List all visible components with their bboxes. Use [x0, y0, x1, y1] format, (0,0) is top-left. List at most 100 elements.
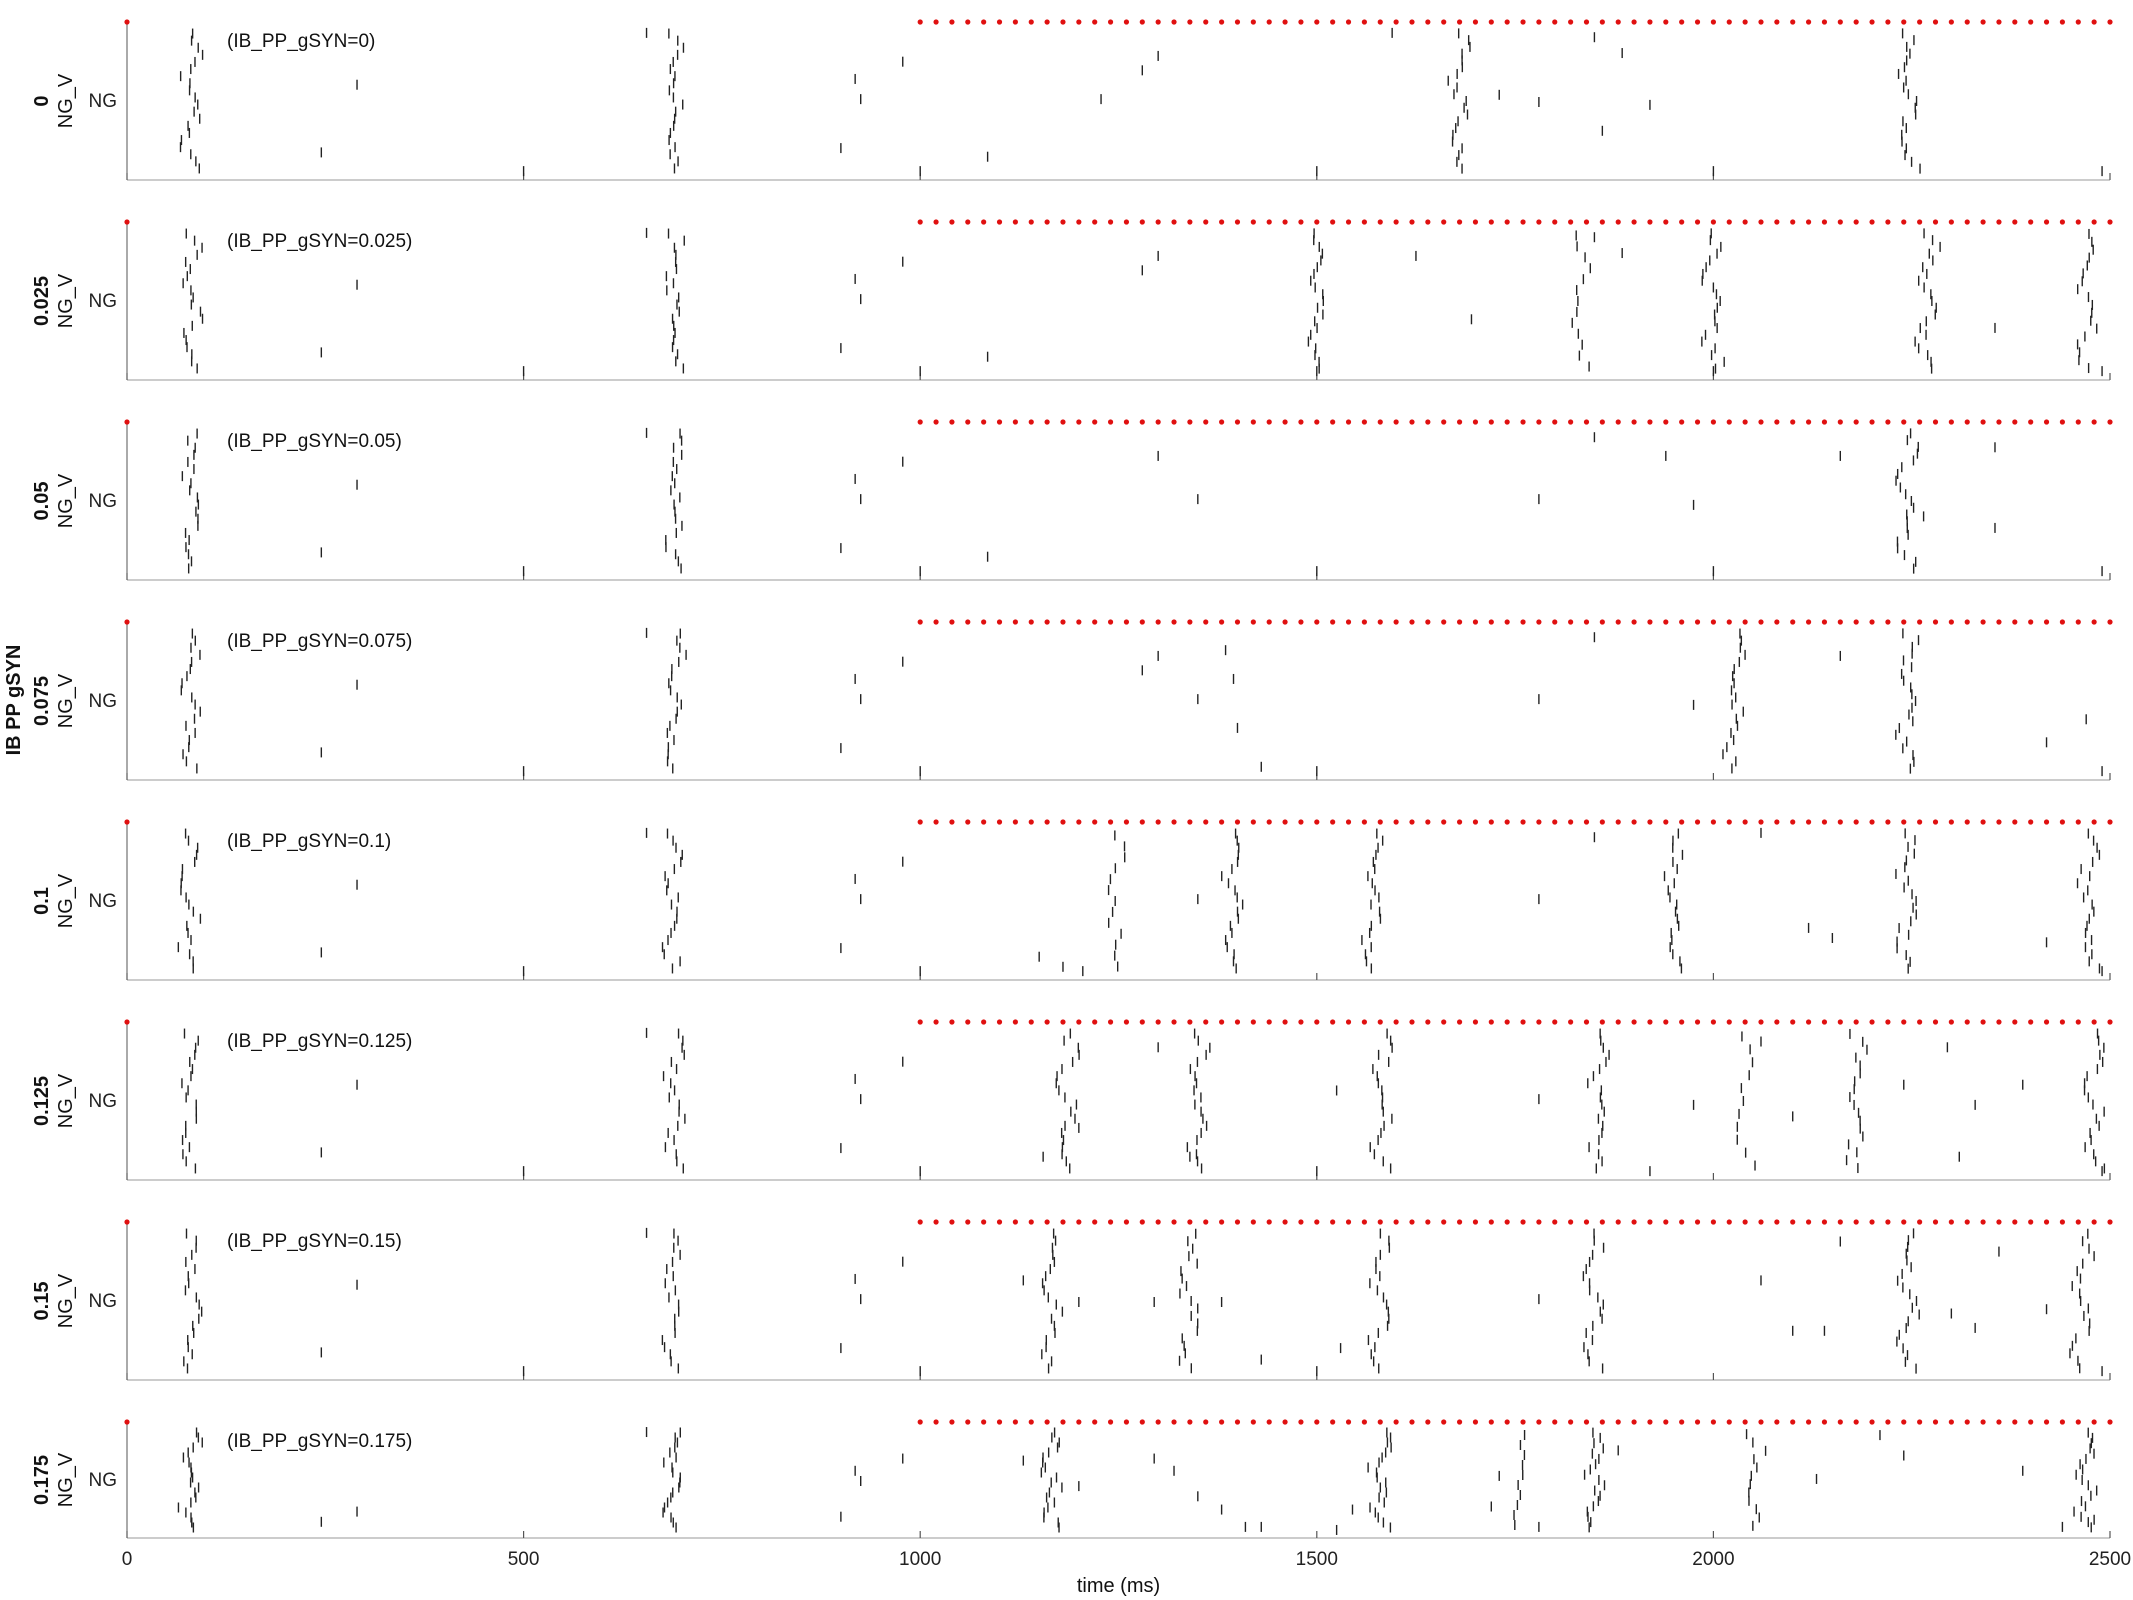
red-marker [2075, 219, 2081, 225]
red-marker [1488, 1019, 1494, 1025]
red-marker [1345, 1219, 1352, 1225]
red-marker [1536, 819, 1542, 825]
red-marker [1520, 619, 1526, 625]
red-marker [996, 1419, 1003, 1425]
red-marker [1266, 419, 1272, 425]
panel-value-label: 0 [31, 95, 53, 106]
red-marker [1552, 1419, 1558, 1425]
red-marker [1631, 1219, 1637, 1225]
red-marker [1092, 219, 1098, 225]
red-marker [1901, 19, 1907, 25]
red-marker [1330, 19, 1336, 25]
red-marker [1552, 1019, 1558, 1025]
red-marker [933, 19, 939, 25]
red-marker [1266, 219, 1272, 225]
x-tick-label: 2000 [1692, 1549, 1734, 1570]
red-marker [1663, 1419, 1669, 1425]
red-marker [1282, 19, 1288, 25]
red-marker [1187, 19, 1193, 25]
red-marker [996, 419, 1003, 425]
red-marker [1076, 1019, 1082, 1025]
red-marker [1552, 619, 1558, 625]
panel-annotation: (IB_PP_gSYN=0) [227, 31, 375, 52]
red-marker [1187, 1219, 1193, 1225]
red-marker [1964, 1019, 1970, 1025]
red-marker [1615, 1019, 1621, 1025]
red-marker [1441, 19, 1447, 25]
x-tick-label: 1500 [1296, 1549, 1338, 1570]
red-marker [1694, 819, 1701, 825]
red-marker [1298, 419, 1304, 425]
red-marker [1726, 619, 1732, 625]
panel-value-label: 0.075 [31, 676, 53, 726]
red-marker [1726, 1419, 1732, 1425]
red-marker [1441, 1219, 1447, 1225]
red-marker [949, 1219, 955, 1225]
red-marker [1996, 1019, 2002, 1025]
red-marker [1425, 19, 1431, 25]
red-marker [1012, 819, 1018, 825]
raster-panel: NG 0 NG_V (IB_PP_gSYN=0) [31, 19, 2113, 181]
red-marker [1171, 819, 1177, 825]
red-marker [1821, 819, 1828, 825]
red-marker [1044, 1019, 1050, 1025]
red-marker [1044, 1219, 1050, 1225]
red-marker [1694, 1419, 1701, 1425]
red-marker [1361, 819, 1367, 825]
red-marker [1679, 219, 1685, 225]
red-marker [1107, 819, 1114, 825]
red-marker [1330, 619, 1336, 625]
red-marker [1679, 1219, 1685, 1225]
red-marker [1853, 19, 1859, 25]
x-tick-label: 500 [508, 1549, 540, 1570]
raster-panel: NG 0.075 NG_V (IB_PP_gSYN=0.075) [31, 619, 2113, 781]
red-marker [917, 1419, 923, 1425]
raster-panel: NG 0.025 NG_V (IB_PP_gSYN=0.025) [31, 219, 2113, 381]
red-marker [1694, 219, 1701, 225]
red-marker [1441, 419, 1447, 425]
red-marker [1250, 619, 1256, 625]
red-marker [1821, 1219, 1828, 1225]
red-marker [917, 819, 923, 825]
panel-annotation: (IB_PP_gSYN=0.1) [227, 831, 391, 852]
red-marker [1932, 619, 1939, 625]
red-marker [1805, 419, 1812, 425]
red-marker [1901, 819, 1907, 825]
red-marker [1377, 619, 1383, 625]
red-marker [1932, 1419, 1939, 1425]
red-marker [1092, 619, 1098, 625]
red-marker [1203, 219, 1209, 225]
red-marker [1456, 19, 1463, 25]
red-marker [1377, 19, 1383, 25]
red-marker [2075, 619, 2081, 625]
red-marker [1536, 219, 1542, 225]
red-marker [1663, 619, 1669, 625]
red-marker [2075, 419, 2081, 425]
red-marker [1790, 419, 1796, 425]
red-marker [1980, 1219, 1986, 1225]
red-marker [2012, 1419, 2018, 1425]
panel-row-label: NG [89, 1470, 118, 1491]
red-marker [1425, 819, 1431, 825]
red-marker [1123, 219, 1130, 225]
red-marker [1456, 619, 1463, 625]
red-marker [1615, 1419, 1621, 1425]
red-marker [2059, 19, 2066, 25]
red-marker [1520, 19, 1526, 25]
red-marker [1568, 1219, 1574, 1225]
red-marker [1599, 1219, 1605, 1225]
red-marker [1076, 419, 1082, 425]
red-marker [2028, 1419, 2034, 1425]
red-marker [965, 219, 971, 225]
red-marker [1917, 1219, 1923, 1225]
red-marker [1298, 1419, 1304, 1425]
red-marker [933, 1219, 939, 1225]
red-marker [1599, 1019, 1605, 1025]
red-marker [1663, 419, 1669, 425]
x-tick-label: 2500 [2089, 1549, 2131, 1570]
red-marker [1710, 619, 1716, 625]
red-marker [2028, 619, 2034, 625]
red-marker [2075, 819, 2081, 825]
red-marker [1012, 19, 1018, 25]
red-marker [1964, 19, 1970, 25]
